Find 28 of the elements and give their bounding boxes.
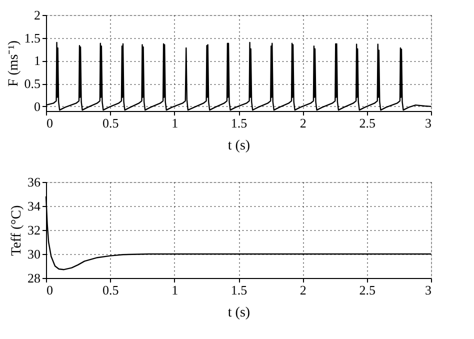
x-tick-label: 0.5 xyxy=(102,282,119,298)
x-tick-label: 0 xyxy=(46,282,53,298)
y-axis-title: F (ms⁻¹) xyxy=(6,40,22,87)
y-axis-title: Teff (°C) xyxy=(10,204,24,256)
y-tick-label: 0.5 xyxy=(24,76,40,92)
y-tick-label: 0 xyxy=(34,98,40,114)
x-tick-label: 2 xyxy=(300,116,306,130)
x-tick-label: 1 xyxy=(172,116,178,130)
y-tick-label: 30 xyxy=(28,246,40,262)
y-tick-label: 34 xyxy=(28,198,41,214)
y-tick-label: 1.5 xyxy=(24,30,40,46)
y-tick-label: 36 xyxy=(28,174,41,190)
x-tick-label: 2.5 xyxy=(359,282,376,298)
x-axis-title: t (s) xyxy=(228,138,250,154)
y-tick-label: 2 xyxy=(34,8,40,22)
x-tick-label: 2 xyxy=(300,282,306,298)
x-tick-label: 1.5 xyxy=(230,116,248,130)
x-tick-label: 1.5 xyxy=(230,282,248,298)
x-axis-title: t (s) xyxy=(228,306,250,320)
x-tick-label: 0 xyxy=(46,116,53,130)
y-tick-label: 1 xyxy=(34,53,40,68)
x-tick-label: 0.5 xyxy=(102,116,119,130)
x-tick-label: 3 xyxy=(425,116,432,130)
y-tick-label: 32 xyxy=(28,222,40,238)
x-tick-label: 3 xyxy=(425,282,432,298)
x-tick-label: 2.5 xyxy=(359,116,376,130)
y-tick-label: 28 xyxy=(28,270,40,286)
x-tick-label: 1 xyxy=(172,282,178,298)
